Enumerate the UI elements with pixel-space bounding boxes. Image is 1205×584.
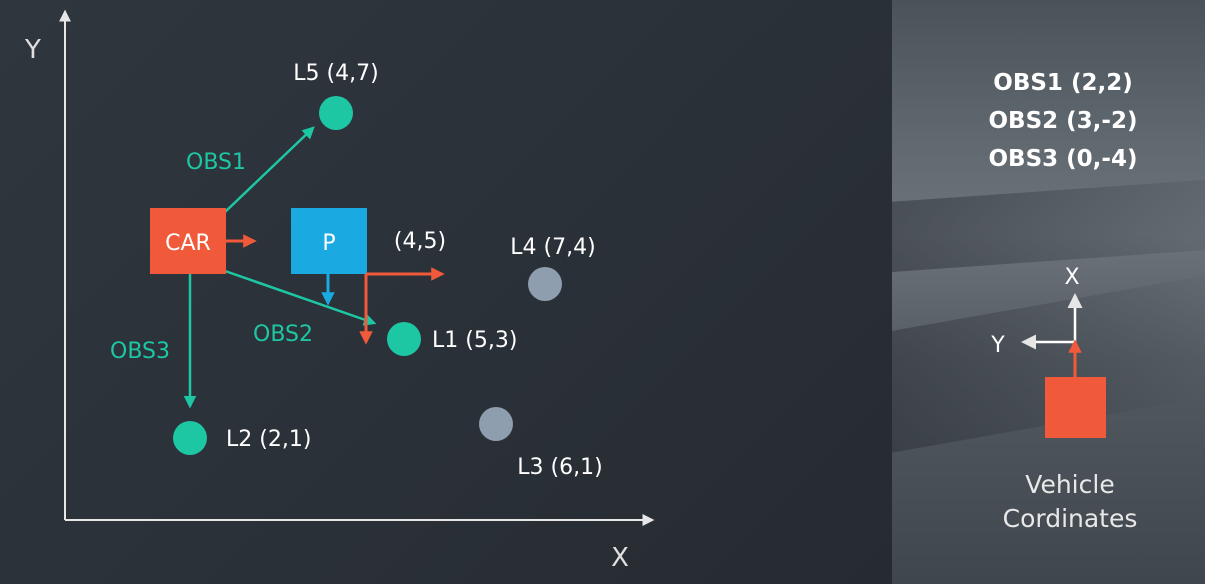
observation-line-3: OBS3 (0,-4) [989, 146, 1138, 172]
particle-label: P [322, 231, 335, 256]
obs2-label: OBS2 [253, 322, 313, 347]
y-axis-label: Y [24, 35, 41, 65]
landmark-l3 [479, 407, 513, 441]
vehicle-caption-line-1: Vehicle [1025, 470, 1114, 499]
vehicle-frame-y-label: Y [990, 333, 1005, 358]
car-label: CAR [165, 231, 211, 256]
landmark-l2-label: L2 (2,1) [226, 427, 311, 452]
particle-box [291, 208, 367, 274]
obs2-arrow [224, 269, 377, 326]
diagram-canvas [0, 0, 892, 584]
obs1-arrow [224, 126, 315, 213]
car-box [150, 208, 226, 274]
vehicle-caption-line-2: Cordinates [1003, 504, 1138, 533]
landmark-l2 [173, 421, 207, 455]
vehicle-box [1045, 377, 1106, 438]
x-axis-label: X [611, 543, 629, 573]
landmark-l5-label: L5 (4,7) [293, 61, 378, 86]
landmark-l1 [387, 322, 421, 356]
landmark-l1-label: L1 (5,3) [432, 328, 517, 353]
vehicle-frame-x-label: X [1064, 265, 1079, 290]
obs1-label: OBS1 [186, 150, 246, 175]
observation-line-2: OBS2 (3,-2) [989, 108, 1138, 134]
particle-coord: (4,5) [394, 229, 446, 254]
observation-line-1: OBS1 (2,2) [993, 70, 1132, 96]
landmark-l5 [319, 96, 353, 130]
landmark-l4-label: L4 (7,4) [510, 235, 595, 260]
obs3-label: OBS3 [110, 339, 170, 364]
landmark-l4 [528, 267, 562, 301]
landmark-l3-label: L3 (6,1) [517, 455, 602, 480]
side-panel [892, 0, 1205, 584]
